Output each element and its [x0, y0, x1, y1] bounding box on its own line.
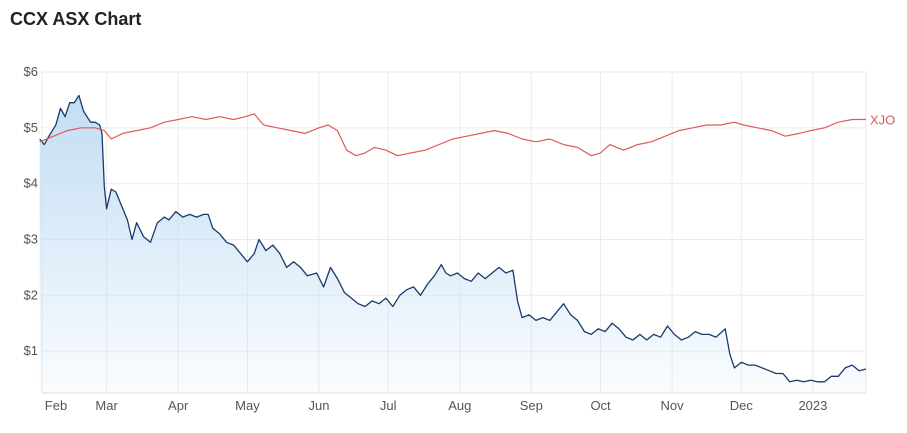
x-tick-label: Jun — [308, 398, 329, 413]
x-tick-label: May — [235, 398, 260, 413]
xjo-series-label: XJO — [870, 112, 895, 127]
chart-title: CCX ASX Chart — [10, 9, 142, 29]
x-tick-label: Feb — [45, 398, 67, 413]
ccx-area-fill — [39, 95, 866, 394]
y-tick-label: $6 — [24, 64, 38, 79]
x-tick-label: Mar — [95, 398, 118, 413]
x-tick-label: Oct — [590, 398, 611, 413]
ccx-price-line — [39, 94, 867, 383]
x-tick-label: Jul — [380, 398, 397, 413]
series-layer — [39, 94, 867, 394]
x-tick-label: Aug — [448, 398, 471, 413]
x-tick-label: 2023 — [798, 398, 827, 413]
axes: $6 $5 $4 $3 $2 $1 Feb Mar Apr May Jun Jul Aug Sep Oct N… — [24, 64, 896, 413]
x-tick-label: Sep — [520, 398, 543, 413]
y-tick-label: $1 — [24, 343, 38, 358]
x-tick-label: Apr — [168, 398, 189, 413]
y-tick-label: $4 — [24, 176, 38, 191]
y-tick-label: $3 — [24, 231, 38, 246]
x-tick-label: Dec — [730, 398, 754, 413]
y-tick-label: $2 — [24, 287, 38, 302]
x-tick-label: Nov — [661, 398, 685, 413]
y-tick-label: $5 — [24, 120, 38, 135]
xjo-index-line — [39, 113, 866, 157]
